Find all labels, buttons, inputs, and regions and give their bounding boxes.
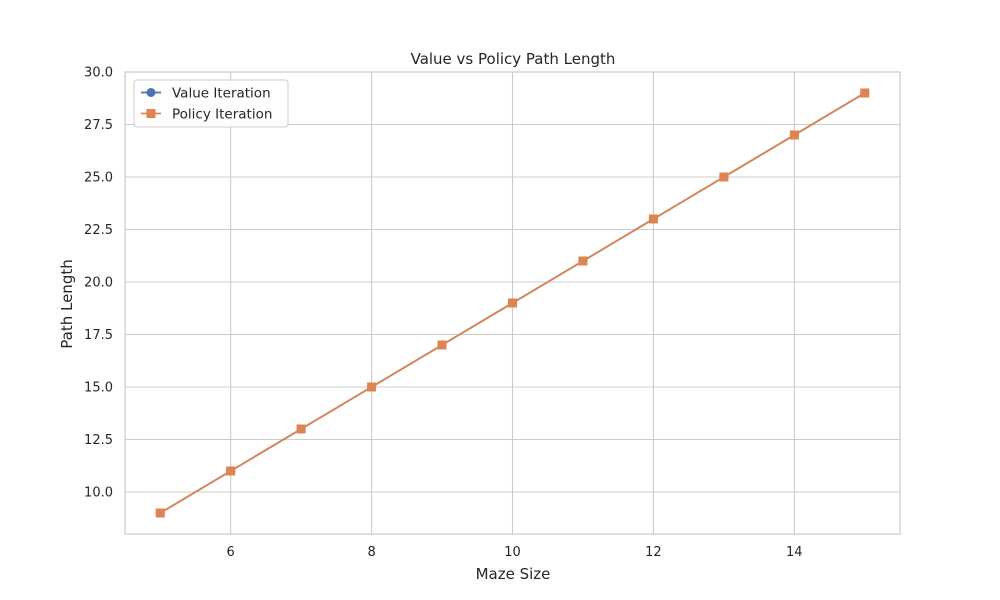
x-tick-label: 8 <box>367 545 375 560</box>
y-tick-label: 17.5 <box>84 328 113 343</box>
data-point <box>437 340 447 350</box>
y-tick-label: 25.0 <box>84 171 113 186</box>
legend-item: Value Iteration <box>141 86 271 102</box>
legend-item: Policy Iteration <box>141 107 272 123</box>
x-tick-label: 12 <box>645 545 662 560</box>
data-point <box>155 508 165 518</box>
y-tick-label: 10.0 <box>84 486 113 501</box>
data-point <box>648 214 658 224</box>
data-point <box>719 172 729 182</box>
data-series <box>155 88 870 518</box>
x-tick-label: 14 <box>786 545 803 560</box>
legend-label: Value Iteration <box>172 86 271 102</box>
x-axis-ticks: 6 8 10 12 14 <box>227 545 803 560</box>
y-tick-label: 15.0 <box>84 381 113 396</box>
chart-title: Value vs Policy Path Length <box>411 50 616 68</box>
y-axis-ticks: 10.0 12.5 15.0 17.5 20.0 22.5 25.0 27.5 30.0 <box>84 66 113 501</box>
legend-box <box>133 79 289 128</box>
y-tick-label: 22.5 <box>84 223 113 238</box>
data-point <box>367 382 377 392</box>
y-tick-label: 12.5 <box>84 433 113 448</box>
legend: Value Iteration Policy Iteration <box>133 79 289 128</box>
data-point <box>860 88 870 98</box>
series-policy-iteration <box>155 88 870 518</box>
legend-marker <box>146 109 156 118</box>
data-point <box>578 256 588 266</box>
y-tick-label: 30.0 <box>84 66 113 81</box>
data-point <box>789 130 799 140</box>
x-axis-label: Maze Size <box>476 565 551 583</box>
y-tick-label: 20.0 <box>84 276 113 291</box>
y-axis-label: Path Length <box>58 259 76 348</box>
legend-marker <box>146 88 156 97</box>
data-point <box>226 466 236 476</box>
y-tick-label: 27.5 <box>84 118 113 133</box>
legend-label: Policy Iteration <box>172 107 272 123</box>
x-tick-label: 10 <box>504 545 521 560</box>
data-point <box>296 424 306 434</box>
plot-frame <box>124 71 901 535</box>
data-point <box>508 298 517 308</box>
x-tick-label: 6 <box>227 545 235 560</box>
